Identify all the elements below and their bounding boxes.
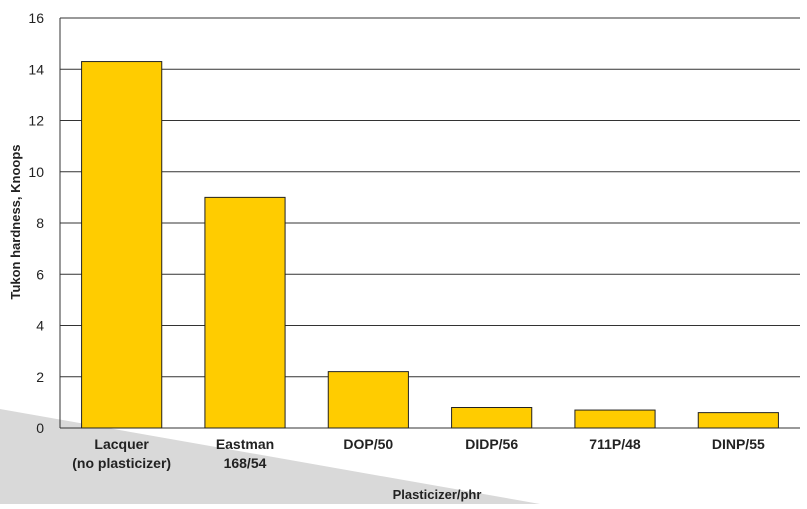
y-tick-label: 10 <box>28 164 44 180</box>
x-tick-label: 711P/48 <box>589 436 641 452</box>
bar <box>204 196 286 429</box>
gridlines <box>60 17 800 378</box>
x-axis-title: Plasticizer/phr <box>393 487 482 502</box>
x-tick-label: Lacquer (no plasticizer) <box>72 436 171 471</box>
bar <box>451 407 533 429</box>
y-tick-label: 16 <box>28 10 44 26</box>
background-decor-band <box>0 409 540 504</box>
bar <box>81 61 163 429</box>
y-tick-label: 4 <box>36 318 44 334</box>
y-tick-label: 14 <box>28 61 44 77</box>
y-axis-title: Tukon hardness, Knoops <box>8 144 23 299</box>
bar <box>327 371 409 429</box>
bar <box>697 412 779 429</box>
x-tick-label: DIDP/56 <box>465 436 518 452</box>
x-tick-label: DINP/55 <box>712 436 765 452</box>
y-tick-label: 12 <box>28 113 44 129</box>
y-tick-label: 8 <box>36 215 44 231</box>
x-tick-label: DOP/50 <box>343 436 393 452</box>
axes <box>59 18 800 429</box>
y-tick-label: 2 <box>36 369 44 385</box>
bar <box>574 409 656 429</box>
y-tick-labels: 0 2 4 6 8 10 12 14 16 <box>28 10 44 436</box>
y-tick-label: 6 <box>36 266 44 282</box>
x-tick-labels: Lacquer (no plasticizer) Eastman 168/54 DOP/… <box>72 436 765 471</box>
x-tick-label: Eastman 168/54 <box>216 436 274 471</box>
bars <box>81 61 779 429</box>
y-tick-label: 0 <box>36 420 44 436</box>
